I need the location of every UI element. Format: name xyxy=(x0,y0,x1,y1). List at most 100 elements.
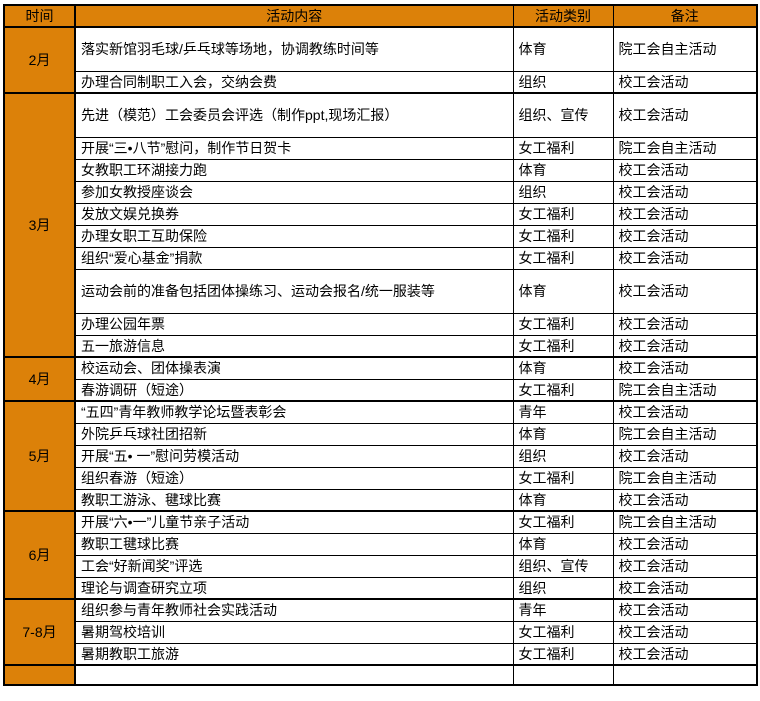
table-row: 3月 先进（模范）工会委员会评选（制作ppt,现场汇报） 组织、宣传 校工会活动 xyxy=(3,92,758,358)
activity-category-cell: 组织 xyxy=(512,576,614,600)
activity-category-cell: 女工福利 xyxy=(512,202,614,226)
table-row: 组织春游（短途） 女工福利 院工会自主活动 xyxy=(4,466,758,490)
note-cell: 校工会活动 xyxy=(612,356,758,380)
col-header-activity-category: 活动类别 xyxy=(512,4,614,28)
table-row: 7-8月 组织参与青年教师社会实践活动 青年 校工会活动 xyxy=(3,598,758,666)
activity-content-cell: 校运动会、团体操表演 xyxy=(74,356,514,380)
table-row: 春游调研（短途） 女工福利 院工会自主活动 xyxy=(4,378,758,402)
table-row: 2月 落实新馆羽毛球/乒乓球等场地，协调教练时间等 体育 院工会自主活动 xyxy=(3,26,758,94)
table-row: 开展“五• 一”慰问劳模活动 组织 校工会活动 xyxy=(4,444,758,468)
month-cell: 7-8月 xyxy=(3,598,76,666)
table-row: 暑期驾校培训 女工福利 校工会活动 xyxy=(4,620,758,644)
activity-content-cell: 开展“三•八节”慰问，制作节日贺卡 xyxy=(74,136,514,160)
activity-category-cell: 体育 xyxy=(512,26,614,72)
activity-content-cell: 工会“好新闻奖”评选 xyxy=(74,554,514,578)
table-row: 办理合同制职工入会，交纳会费 组织 校工会活动 xyxy=(4,70,758,94)
note-cell: 校工会活动 xyxy=(612,224,758,248)
activity-content-cell: “五四”青年教师教学论坛暨表彰会 xyxy=(74,400,514,424)
activity-category-cell: 女工福利 xyxy=(512,224,614,248)
note-cell: 校工会活动 xyxy=(612,202,758,226)
note-cell: 院工会自主活动 xyxy=(612,378,758,402)
activity-content-cell: 办理女职工互助保险 xyxy=(74,224,514,248)
note-cell: 院工会自主活动 xyxy=(612,26,758,72)
note-cell: 校工会活动 xyxy=(612,642,758,666)
table-row: 教职工毽球比赛 体育 校工会活动 xyxy=(4,532,758,556)
activity-category-cell: 女工福利 xyxy=(512,136,614,160)
activity-content-cell: 组织“爱心基金”捐款 xyxy=(74,246,514,270)
activity-content-cell: 先进（模范）工会委员会评选（制作ppt,现场汇报） xyxy=(74,92,514,138)
table-row: 4月 校运动会、团体操表演 体育 校工会活动 xyxy=(3,356,758,402)
note-cell: 校工会活动 xyxy=(612,180,758,204)
month-cell: 6月 xyxy=(3,510,76,600)
activity-content-cell: 教职工游泳、毽球比赛 xyxy=(74,488,514,512)
note-cell: 院工会自主活动 xyxy=(612,510,758,534)
activity-content-cell: 开展“五• 一”慰问劳模活动 xyxy=(74,444,514,468)
note-cell: 校工会活动 xyxy=(612,598,758,622)
activity-category-cell: 组织、宣传 xyxy=(512,92,614,138)
month-cell: 5月 xyxy=(3,400,76,512)
activity-content-cell: 组织参与青年教师社会实践活动 xyxy=(74,598,514,622)
activity-category-cell: 女工福利 xyxy=(512,246,614,270)
col-header-note: 备注 xyxy=(612,4,758,28)
activity-content-cell: 办理合同制职工入会，交纳会费 xyxy=(74,70,514,94)
activity-content-cell: 发放文娱兑换券 xyxy=(74,202,514,226)
col-header-time: 时间 xyxy=(3,4,76,28)
note-cell: 校工会活动 xyxy=(612,554,758,578)
activity-content-cell: 运动会前的准备包括团体操练习、运动会报名/统一服装等 xyxy=(74,268,514,314)
table-row: 5月 “五四”青年教师教学论坛暨表彰会 青年 校工会活动 xyxy=(3,400,758,512)
activity-category-cell: 体育 xyxy=(512,532,614,556)
activity-category-cell: 体育 xyxy=(512,268,614,314)
table-row: 参加女教授座谈会 组织 校工会活动 xyxy=(4,180,758,204)
note-cell: 校工会活动 xyxy=(612,246,758,270)
activity-category-cell: 女工福利 xyxy=(512,642,614,666)
table-row: 组织“爱心基金”捐款 女工福利 校工会活动 xyxy=(4,246,758,270)
table-row: 开展“三•八节”慰问，制作节日贺卡 女工福利 院工会自主活动 xyxy=(4,136,758,160)
activity-category-cell: 体育 xyxy=(512,356,614,380)
month-cell: 4月 xyxy=(3,356,76,402)
activity-category-cell: 女工福利 xyxy=(512,466,614,490)
table-row: 理论与调查研究立项 组织 校工会活动 xyxy=(4,576,758,600)
note-cell: 校工会活动 xyxy=(612,444,758,468)
activity-content-cell: 开展“六•一”儿童节亲子活动 xyxy=(74,510,514,534)
activity-category-cell: 女工福利 xyxy=(512,620,614,644)
activity-content-cell: 春游调研（短途） xyxy=(74,378,514,402)
table-row: 运动会前的准备包括团体操练习、运动会报名/统一服装等 体育 校工会活动 xyxy=(4,268,758,314)
table-row: 暑期教职工旅游 女工福利 校工会活动 xyxy=(4,642,758,666)
activity-content-cell: 女教职工环湖接力跑 xyxy=(74,158,514,182)
note-cell: 校工会活动 xyxy=(612,400,758,424)
table-row: 发放文娱兑换券 女工福利 校工会活动 xyxy=(4,202,758,226)
note-cell: 院工会自主活动 xyxy=(612,466,758,490)
cutoff-row xyxy=(3,664,758,686)
activity-category-cell: 体育 xyxy=(512,422,614,446)
table-body: 2月 落实新馆羽毛球/乒乓球等场地，协调教练时间等 体育 院工会自主活动 办理合同制职工… xyxy=(3,26,758,686)
activity-category-cell: 组织 xyxy=(512,444,614,468)
activity-category-cell: 女工福利 xyxy=(512,510,614,534)
note-cell: 校工会活动 xyxy=(612,158,758,182)
note-cell: 校工会活动 xyxy=(612,312,758,336)
activity-category-cell: 体育 xyxy=(512,488,614,512)
table-row: 办理女职工互助保险 女工福利 校工会活动 xyxy=(4,224,758,248)
table-row: 女教职工环湖接力跑 体育 校工会活动 xyxy=(4,158,758,182)
activity-content-cell: 暑期驾校培训 xyxy=(74,620,514,644)
activity-content-cell: 暑期教职工旅游 xyxy=(74,642,514,666)
table-row: 6月 开展“六•一”儿童节亲子活动 女工福利 院工会自主活动 xyxy=(3,510,758,600)
note-cell: 校工会活动 xyxy=(612,532,758,556)
activity-category-cell: 青年 xyxy=(512,400,614,424)
empty-cell xyxy=(612,664,758,686)
month-cell: 2月 xyxy=(3,26,76,94)
activity-category-cell: 女工福利 xyxy=(512,378,614,402)
activity-category-cell: 组织 xyxy=(512,180,614,204)
note-cell: 校工会活动 xyxy=(612,92,758,138)
note-cell: 校工会活动 xyxy=(612,70,758,94)
activity-content-cell: 外院乒乓球社团招新 xyxy=(74,422,514,446)
table-row: 教职工游泳、毽球比赛 体育 校工会活动 xyxy=(4,488,758,512)
note-cell: 校工会活动 xyxy=(612,488,758,512)
activity-content-cell: 参加女教授座谈会 xyxy=(74,180,514,204)
month-cell: 3月 xyxy=(3,92,76,358)
note-cell: 校工会活动 xyxy=(612,576,758,600)
activity-category-cell: 女工福利 xyxy=(512,312,614,336)
table-header: 时间 活动内容 活动类别 备注 xyxy=(3,4,758,28)
activity-category-cell: 女工福利 xyxy=(512,334,614,358)
activity-category-cell: 青年 xyxy=(512,598,614,622)
